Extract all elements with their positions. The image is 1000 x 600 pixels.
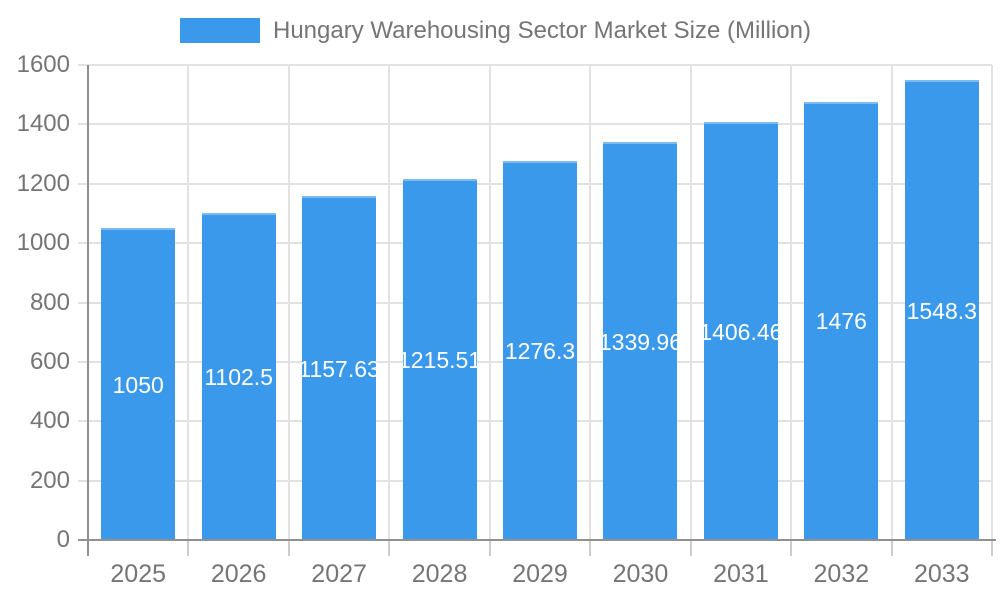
y-axis-tick-label: 0 — [56, 526, 70, 553]
bar-value-label: 1157.63 — [298, 355, 380, 382]
grid-line-vertical — [287, 65, 290, 540]
x-axis-tick-mark — [287, 540, 290, 556]
y-axis-tick-label: 1000 — [16, 229, 70, 257]
legend-item[interactable]: Hungary Warehousing Sector Market Size (… — [180, 16, 811, 44]
x-axis-tick-mark — [488, 540, 491, 556]
y-axis-line — [87, 65, 89, 556]
x-axis-tick-mark — [890, 540, 893, 556]
x-axis-tick-mark — [689, 540, 692, 556]
y-axis-tick-label: 200 — [29, 466, 70, 494]
bar-2033[interactable]: 1548.3 — [904, 80, 979, 540]
bar-value-label: 1102.5 — [204, 363, 273, 390]
x-axis-tick-mark — [790, 540, 793, 556]
bar-2029[interactable]: 1276.3 — [503, 161, 577, 540]
y-axis-tick-label: 600 — [29, 347, 70, 375]
x-axis-tick-label: 2026 — [210, 560, 267, 588]
x-axis-tick-label: 2027 — [311, 560, 367, 588]
bar-value-label: 1548.3 — [906, 297, 977, 324]
grid-line-vertical — [589, 65, 592, 540]
x-axis-tick-label: 2025 — [110, 560, 167, 588]
x-axis-tick-mark — [589, 540, 592, 556]
legend-swatch-icon — [180, 18, 260, 43]
x-axis-tick-label: 2030 — [612, 560, 669, 588]
x-axis-tick-label: 2029 — [512, 560, 568, 588]
grid-line-vertical — [488, 65, 491, 540]
bar-2026[interactable]: 1102.5 — [201, 212, 276, 540]
grid-line-vertical — [890, 65, 893, 540]
grid-line-vertical — [689, 65, 692, 540]
grid-line-horizontal — [78, 123, 992, 126]
grid-line-vertical — [187, 65, 190, 540]
x-axis-tick-label: 2031 — [713, 560, 769, 588]
x-axis-tick-label: 2028 — [411, 560, 468, 588]
grid-line-horizontal — [78, 64, 992, 66]
grid-line-vertical — [790, 65, 793, 540]
x-axis-tick-mark — [388, 540, 391, 556]
bar-value-label: 1276.3 — [504, 338, 576, 365]
y-axis-tick-label: 1200 — [16, 169, 70, 197]
bar-value-label: 1406.46 — [699, 318, 783, 345]
bar-2027[interactable]: 1157.63 — [298, 196, 380, 540]
grid-line-vertical — [388, 65, 391, 540]
bar-2028[interactable]: 1215.51 — [398, 179, 481, 540]
x-axis-tick-mark — [991, 540, 993, 556]
bar-value-label: 1476 — [815, 308, 867, 335]
y-axis-tick-label: 800 — [29, 288, 70, 316]
y-axis-tick-label: 1400 — [16, 110, 70, 138]
bar-value-label: 1215.51 — [397, 347, 482, 374]
x-axis-tick-mark — [187, 540, 190, 556]
bar-value-label: 1339.96 — [598, 328, 683, 355]
bar-2030[interactable]: 1339.96 — [599, 142, 682, 540]
bar-2032[interactable]: 1476 — [804, 101, 879, 540]
bar-2031[interactable]: 1406.46 — [699, 122, 782, 540]
y-axis-tick-label: 400 — [29, 407, 70, 435]
x-axis-tick-label: 2032 — [813, 560, 870, 588]
legend-label: Hungary Warehousing Sector Market Size (… — [273, 16, 811, 44]
x-axis-tick-label: 2033 — [913, 560, 970, 588]
bar-2025[interactable]: 1050 — [101, 228, 176, 540]
y-axis-tick-label: 1600 — [16, 51, 70, 78]
grid-line-vertical — [991, 65, 993, 540]
bar-value-label: 1050 — [112, 371, 164, 398]
x-axis-line — [78, 539, 996, 541]
